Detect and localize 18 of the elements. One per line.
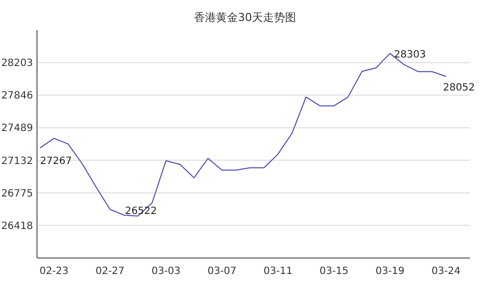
x-tick-label: 02-27 <box>95 266 125 277</box>
x-tick-label: 03-03 <box>151 266 181 277</box>
x-tick-label: 03-07 <box>207 266 237 277</box>
x-tick-label: 02-23 <box>39 266 69 277</box>
data-label: 28052 <box>443 82 475 94</box>
data-label: 27267 <box>40 156 72 167</box>
y-tick-label: 26418 <box>1 220 33 232</box>
chart-title: 香港黄金30天走势图 <box>194 11 296 24</box>
x-tick-label: 03-19 <box>375 266 405 277</box>
y-tick-label: 26775 <box>1 188 33 200</box>
y-tick-label: 27846 <box>1 90 33 102</box>
x-tick-label: 03-24 <box>431 266 461 277</box>
y-tick-label: 27489 <box>1 123 33 134</box>
x-tick-label: 03-11 <box>263 266 293 277</box>
y-tick-label: 27132 <box>1 156 33 167</box>
y-tick-label: 28203 <box>1 58 33 70</box>
data-label: 28303 <box>394 49 426 60</box>
x-tick-label: 03-15 <box>319 266 349 277</box>
